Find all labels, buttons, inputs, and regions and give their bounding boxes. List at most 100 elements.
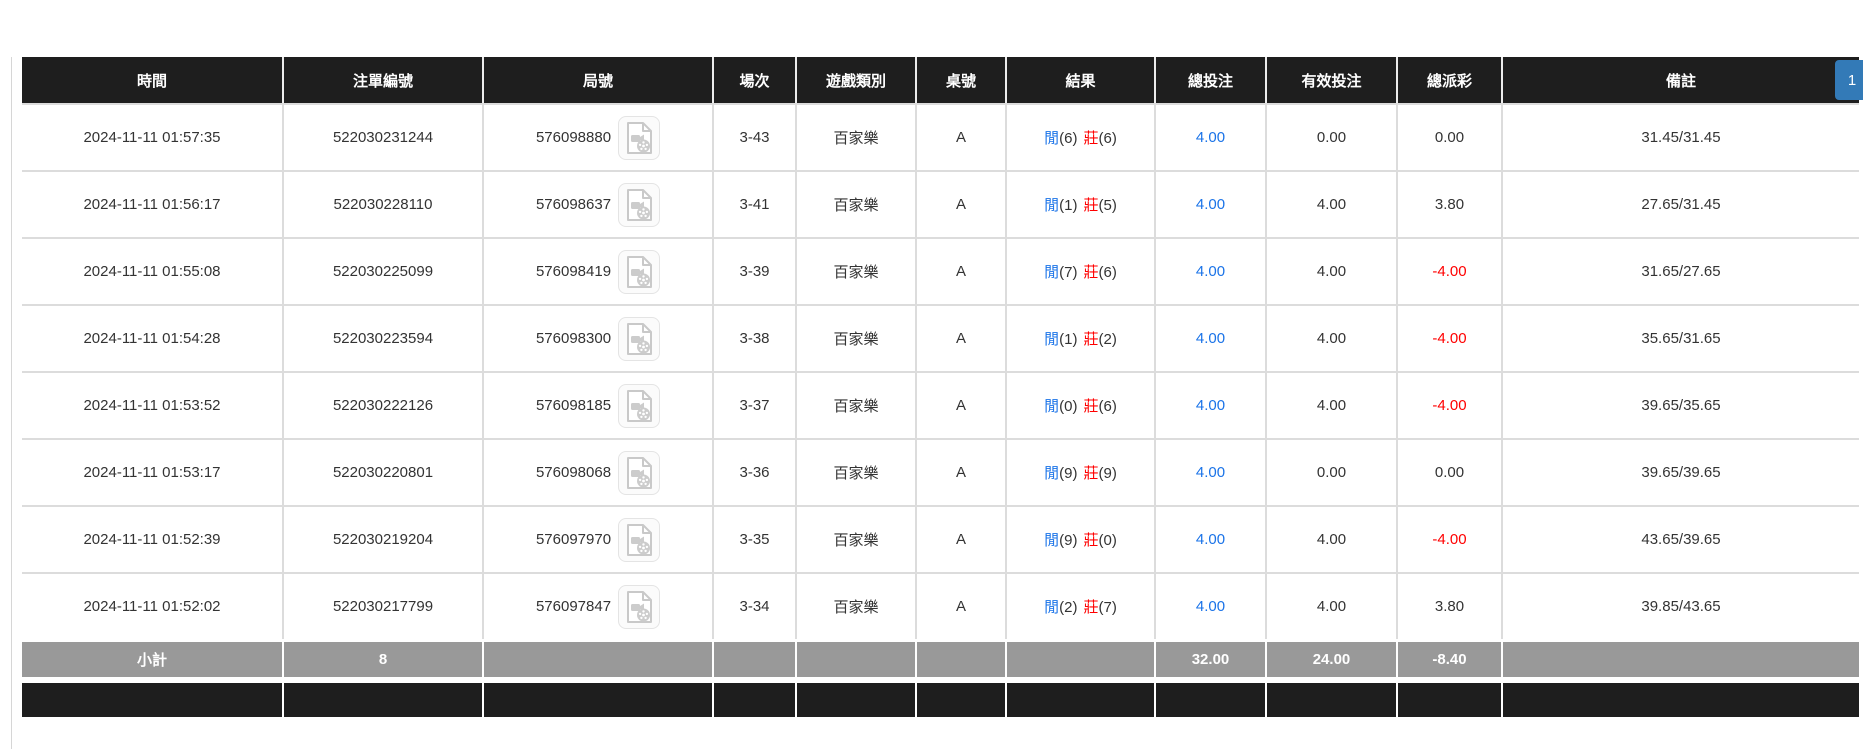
video-replay-button[interactable] — [618, 450, 661, 495]
cell-table-no: A — [917, 237, 1007, 304]
cell-total-bet: 4.00 — [1156, 170, 1267, 237]
result-player-label: 閒 — [1044, 532, 1060, 549]
cell-result: 閒(0) 莊(6) — [1007, 371, 1156, 438]
total-bet-link[interactable]: 4.00 — [1195, 129, 1226, 146]
result-banker-label: 莊 — [1083, 599, 1099, 616]
total-bet-link[interactable]: 4.00 — [1195, 263, 1226, 280]
payout-value: -4.00 — [1432, 330, 1467, 347]
cell-bet-id: 522030220801 — [284, 438, 484, 505]
result-banker-label: 莊 — [1083, 130, 1099, 147]
col-header-game-type: 遊戲類別 — [797, 57, 917, 103]
result-banker-score: (5) — [1098, 197, 1117, 214]
cell-time: 2024-11-11 01:55:08 — [22, 237, 284, 304]
cell-table-no: A — [917, 103, 1007, 170]
cell-time: 2024-11-11 01:53:17 — [22, 438, 284, 505]
total-bet-link[interactable]: 4.00 — [1195, 196, 1226, 213]
payout-value: 0.00 — [1434, 129, 1465, 146]
video-replay-button[interactable] — [618, 115, 661, 160]
video-replay-button[interactable] — [618, 249, 661, 294]
cell-total-bet: 4.00 — [1156, 572, 1267, 639]
col-header-valid-bet: 有效投注 — [1267, 57, 1398, 103]
cell-game-type: 百家樂 — [797, 505, 917, 572]
total-bet-link[interactable]: 4.00 — [1195, 464, 1226, 481]
col-header-table-no: 桌號 — [917, 57, 1007, 103]
cell-valid-bet: 4.00 — [1267, 505, 1398, 572]
cell-table-no: A — [917, 438, 1007, 505]
table-row: 2024-11-11 01:53:17 522030220801 5760980… — [22, 438, 1859, 505]
result-banker-label: 莊 — [1083, 532, 1099, 549]
video-file-icon — [627, 389, 653, 422]
result-player-label: 閒 — [1044, 599, 1060, 616]
table-header-row: 時間 注單編號 局號 場次 遊戲類別 桌號 結果 總投注 有效投注 總派彩 備註 — [22, 57, 1859, 103]
subtotal-row: 小計 8 32.00 24.00 -8.40 — [22, 639, 1859, 677]
cell-bet-id: 522030222126 — [284, 371, 484, 438]
pagination-page-1-button[interactable]: 1 — [1835, 60, 1863, 100]
cell-result: 閒(7) 莊(6) — [1007, 237, 1156, 304]
cell-remark: 39.85/43.65 — [1503, 572, 1859, 639]
cell-time: 2024-11-11 01:54:28 — [22, 304, 284, 371]
total-bet-link[interactable]: 4.00 — [1195, 531, 1226, 548]
col-header-remark: 備註 — [1503, 57, 1859, 103]
cell-session: 3-34 — [714, 572, 797, 639]
cell-time: 2024-11-11 01:57:35 — [22, 103, 284, 170]
video-replay-button[interactable] — [618, 584, 661, 629]
total-bet-link[interactable]: 4.00 — [1195, 397, 1226, 414]
cell-payout: -4.00 — [1398, 505, 1503, 572]
table-row: 2024-11-11 01:57:35 522030231244 5760988… — [22, 103, 1859, 170]
cell-remark: 31.45/31.45 — [1503, 103, 1859, 170]
total-bet-link[interactable]: 4.00 — [1195, 598, 1226, 615]
cell-payout: -4.00 — [1398, 237, 1503, 304]
cell-bet-id: 522030219204 — [284, 505, 484, 572]
video-replay-button[interactable] — [618, 316, 661, 361]
cell-result: 閒(2) 莊(7) — [1007, 572, 1156, 639]
cell-round-id: 576097847 — [484, 572, 714, 639]
subtotal-total-bet: 32.00 — [1156, 639, 1267, 677]
result-player-score: (9) — [1059, 532, 1078, 549]
cell-time: 2024-11-11 01:52:39 — [22, 505, 284, 572]
video-replay-button[interactable] — [618, 517, 661, 562]
cell-valid-bet: 4.00 — [1267, 304, 1398, 371]
total-bet-link[interactable]: 4.00 — [1195, 330, 1226, 347]
col-header-bet-id: 注單編號 — [284, 57, 484, 103]
result-player-score: (1) — [1059, 197, 1078, 214]
cell-table-no: A — [917, 170, 1007, 237]
cell-session: 3-41 — [714, 170, 797, 237]
result-player-score: (1) — [1059, 331, 1078, 348]
cell-remark: 39.65/35.65 — [1503, 371, 1859, 438]
video-replay-button[interactable] — [618, 383, 661, 428]
cell-game-type: 百家樂 — [797, 237, 917, 304]
table-row: 2024-11-11 01:52:39 522030219204 5760979… — [22, 505, 1859, 572]
cell-valid-bet: 4.00 — [1267, 237, 1398, 304]
subtotal-count: 8 — [284, 639, 484, 677]
table-row: 2024-11-11 01:52:02 522030217799 5760978… — [22, 572, 1859, 639]
bet-records-table: 時間 注單編號 局號 場次 遊戲類別 桌號 結果 總投注 有效投注 總派彩 備註… — [22, 57, 1859, 717]
cell-remark: 31.65/27.65 — [1503, 237, 1859, 304]
subtotal-payout: -8.40 — [1398, 639, 1503, 677]
result-player-score: (2) — [1059, 599, 1078, 616]
video-file-icon — [627, 322, 653, 355]
video-replay-button[interactable] — [618, 182, 661, 227]
col-header-round-id: 局號 — [484, 57, 714, 103]
cell-session: 3-35 — [714, 505, 797, 572]
cell-result: 閒(1) 莊(2) — [1007, 304, 1156, 371]
pagination: 1 — [1835, 60, 1863, 100]
cell-payout: 0.00 — [1398, 103, 1503, 170]
subtotal-label: 小計 — [22, 639, 284, 677]
result-player-label: 閒 — [1044, 130, 1060, 147]
cell-round-id: 576098637 — [484, 170, 714, 237]
round-id-value: 576098419 — [535, 263, 612, 280]
cell-table-no: A — [917, 304, 1007, 371]
result-banker-label: 莊 — [1083, 331, 1099, 348]
cell-result: 閒(9) 莊(9) — [1007, 438, 1156, 505]
result-banker-label: 莊 — [1083, 197, 1099, 214]
cell-time: 2024-11-11 01:53:52 — [22, 371, 284, 438]
result-player-score: (0) — [1059, 398, 1078, 415]
result-banker-score: (9) — [1098, 465, 1117, 482]
cell-valid-bet: 0.00 — [1267, 438, 1398, 505]
cell-bet-id: 522030228110 — [284, 170, 484, 237]
result-banker-label: 莊 — [1083, 398, 1099, 415]
cell-total-bet: 4.00 — [1156, 438, 1267, 505]
result-player-label: 閒 — [1044, 331, 1060, 348]
cell-round-id: 576098185 — [484, 371, 714, 438]
cell-round-id: 576098880 — [484, 103, 714, 170]
